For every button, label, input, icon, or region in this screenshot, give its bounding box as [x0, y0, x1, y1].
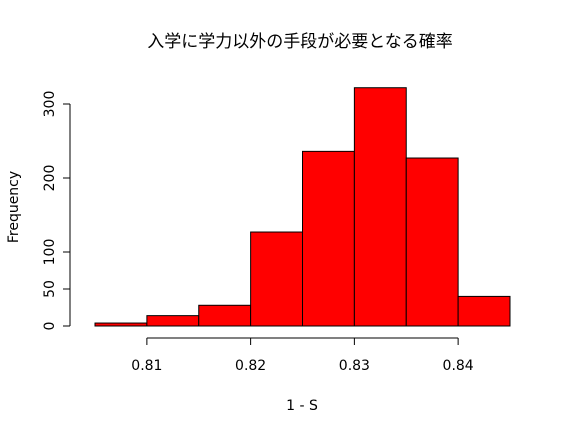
bar [198, 304, 252, 327]
x-tick-label: 0.82 [235, 358, 266, 374]
x-tick-label: 0.81 [131, 358, 162, 374]
chart-title: 入学に学力以外の手段が必要となる確率 [147, 32, 453, 52]
y-tick-label: 50 [42, 280, 58, 298]
bar [250, 231, 303, 327]
bar [302, 150, 355, 327]
x-tick-label: 0.84 [443, 358, 474, 374]
y-tick-label: 100 [42, 239, 58, 266]
bar [146, 315, 200, 327]
y-tick-label: 0 [42, 322, 58, 331]
bar [457, 295, 511, 327]
bar [353, 87, 407, 327]
bar [94, 322, 148, 327]
y-tick-label: 300 [42, 91, 58, 118]
x-tick-label: 0.83 [339, 358, 370, 374]
y-tick-label: 200 [42, 165, 58, 192]
bar [405, 157, 459, 327]
x-axis-label: 1 - S [286, 398, 318, 414]
y-axis-label: Frequency [6, 171, 22, 243]
